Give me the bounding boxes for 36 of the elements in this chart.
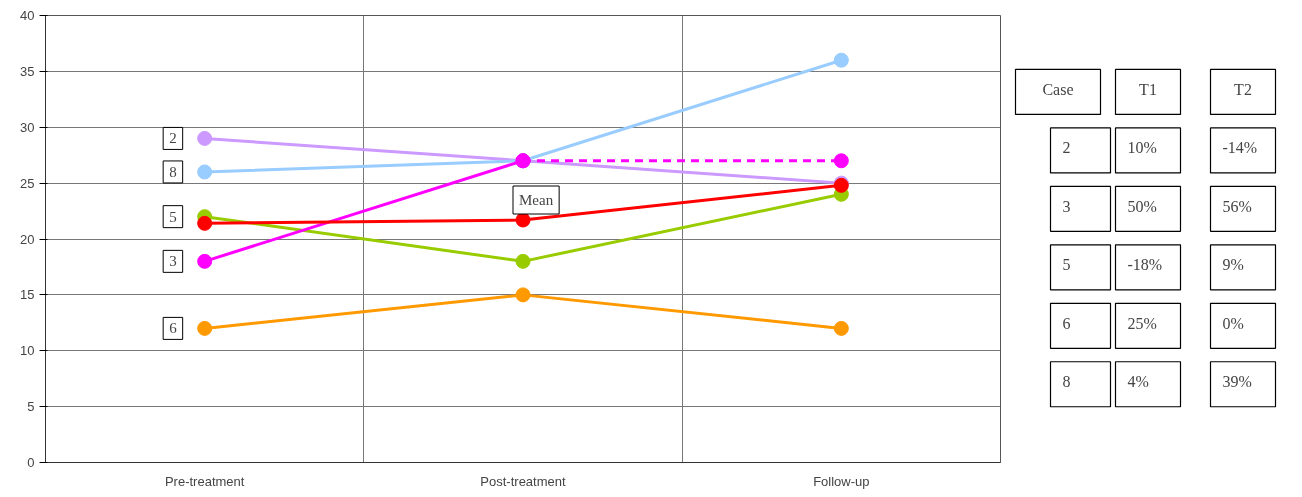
text: 3 xyxy=(1062,197,1071,215)
y-tick-label: 30 xyxy=(20,119,35,135)
x-tick-label: Post-treatment xyxy=(480,473,567,489)
text: -14% xyxy=(1222,139,1258,157)
text: 2 xyxy=(1062,139,1071,157)
series-label: 6 xyxy=(169,320,178,337)
text: T2 xyxy=(1234,80,1252,98)
text: 9% xyxy=(1222,256,1244,274)
text: 4% xyxy=(1127,373,1149,391)
y-tick-label: 20 xyxy=(20,231,35,247)
text: Case xyxy=(1042,80,1074,98)
y-tick-label: 40 xyxy=(20,8,35,23)
text: 5 xyxy=(1062,256,1071,274)
text: T1 xyxy=(1139,80,1157,98)
y-tick-label: 5 xyxy=(27,399,35,415)
text: 25% xyxy=(1127,314,1157,332)
text: 10% xyxy=(1127,139,1157,157)
text: 56% xyxy=(1222,197,1252,215)
text: -18% xyxy=(1127,256,1163,274)
series-label: 3 xyxy=(169,253,177,270)
series-label: 8 xyxy=(169,163,177,180)
y-tick-label: 10 xyxy=(20,343,35,359)
y-tick-label: 35 xyxy=(20,63,35,79)
series-label: 2 xyxy=(169,130,177,147)
text: 50% xyxy=(1127,197,1157,215)
x-tick-label: Pre-treatment xyxy=(164,473,245,489)
series-label: Mean xyxy=(519,192,554,208)
text: 8 xyxy=(1062,373,1071,391)
series-label: 5 xyxy=(169,208,177,225)
y-tick-label: 0 xyxy=(27,455,35,470)
y-tick-label: 15 xyxy=(20,287,35,303)
x-tick-label: Follow-up xyxy=(813,473,870,489)
text: 6 xyxy=(1062,314,1071,332)
text: 0% xyxy=(1222,314,1244,332)
y-tick-label: 25 xyxy=(20,175,35,191)
text: 39% xyxy=(1222,373,1252,391)
